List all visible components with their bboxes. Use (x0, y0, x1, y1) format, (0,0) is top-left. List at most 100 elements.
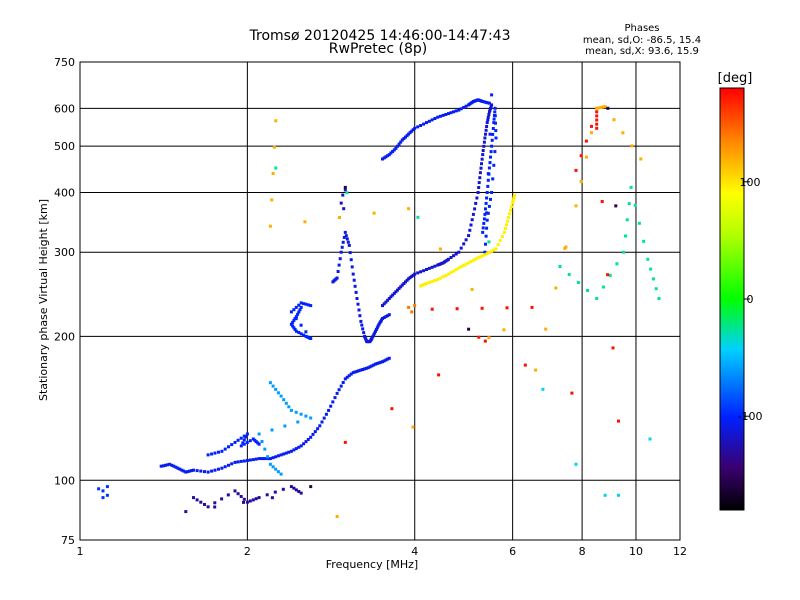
data-point (485, 191, 489, 194)
data-point (481, 226, 485, 230)
data-point (467, 234, 471, 238)
data-point (603, 105, 607, 109)
data-point (447, 112, 450, 116)
y-tick-label: 600 (54, 102, 75, 115)
data-point (271, 384, 275, 388)
data-point (349, 258, 353, 262)
data-point (233, 440, 237, 444)
data-point (438, 276, 442, 280)
data-point (509, 208, 513, 212)
data-point (159, 464, 163, 468)
data-point (386, 314, 390, 318)
data-point (266, 457, 270, 461)
data-point (600, 200, 604, 203)
data-point (487, 101, 491, 105)
data-point (372, 211, 376, 215)
data-point (203, 470, 206, 474)
data-point (291, 324, 295, 328)
x-tick-labels: 1 2 4 6 8 10 12 (77, 545, 688, 558)
data-point (270, 496, 274, 500)
data-point (335, 391, 339, 395)
data-point (195, 498, 199, 502)
data-point (294, 329, 298, 333)
data-point (441, 113, 445, 117)
data-point (276, 454, 280, 458)
data-point (457, 108, 461, 112)
data-point (379, 360, 383, 364)
data-point (487, 204, 491, 208)
data-point (297, 490, 301, 493)
data-point (270, 198, 274, 202)
data-point (413, 304, 417, 308)
data-point (391, 293, 395, 297)
data-point (576, 281, 580, 284)
data-point (651, 277, 655, 281)
data-point (483, 250, 487, 254)
data-point (480, 157, 484, 161)
data-point (419, 124, 423, 127)
data-point (206, 470, 210, 474)
data-point (615, 262, 619, 266)
data-point (324, 412, 328, 416)
x-tick-label: 6 (509, 545, 516, 558)
data-point (268, 457, 272, 461)
data-point (433, 117, 437, 120)
colorbar-tick-label: 0 (747, 293, 754, 306)
data-point (297, 331, 301, 334)
data-point (586, 289, 589, 292)
data-point (294, 447, 298, 451)
data-point (362, 331, 366, 335)
data-point (336, 270, 340, 273)
data-point (296, 420, 300, 424)
data-point (595, 106, 599, 110)
data-point (489, 105, 493, 109)
data-point (268, 224, 272, 228)
data-point (606, 106, 610, 110)
data-point (484, 234, 488, 238)
data-point (172, 464, 176, 468)
data-point (97, 487, 101, 491)
data-point (486, 118, 490, 122)
grid-lines (80, 62, 680, 540)
data-point (476, 191, 480, 194)
chart-subtitle: RwPretec (8p) (329, 41, 427, 57)
data-point (484, 207, 487, 211)
data-point (233, 489, 237, 493)
data-point (485, 252, 489, 256)
data-point (302, 302, 306, 306)
data-point (479, 166, 483, 170)
data-point (490, 144, 494, 148)
data-point (489, 150, 493, 154)
data-point (377, 361, 381, 365)
data-point (195, 469, 199, 473)
data-point (206, 505, 210, 509)
data-point (505, 306, 509, 310)
data-point (649, 267, 653, 271)
data-point (284, 451, 288, 455)
data-point (182, 469, 186, 473)
data-point (105, 485, 109, 489)
data-point (563, 246, 567, 250)
data-point (341, 193, 345, 197)
data-point (248, 439, 252, 443)
data-point (433, 264, 437, 268)
data-point (396, 144, 399, 148)
data-point (338, 216, 341, 219)
data-point (502, 328, 506, 332)
data-point (438, 114, 442, 118)
data-point (343, 377, 347, 381)
data-point (512, 195, 516, 199)
data-point (490, 191, 494, 194)
data-point (302, 442, 306, 446)
data-point (444, 113, 448, 116)
data-point (422, 122, 426, 126)
data-point (271, 172, 275, 175)
data-point (263, 447, 267, 451)
data-point (404, 280, 407, 284)
data-point (404, 135, 407, 139)
data-point (352, 278, 356, 282)
data-point (292, 326, 296, 330)
data-point (488, 108, 492, 112)
data-point (494, 121, 497, 125)
